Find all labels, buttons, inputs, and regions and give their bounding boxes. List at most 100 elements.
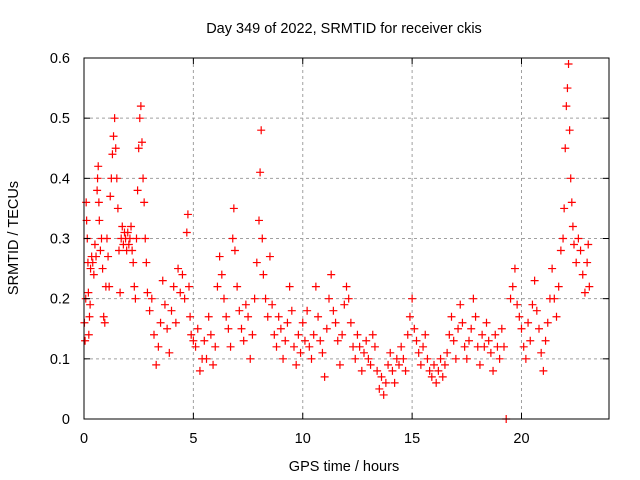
x-tick-label: 5 <box>189 431 197 447</box>
data-point <box>384 360 393 369</box>
y-tick-label: 0.4 <box>50 171 70 187</box>
data-point <box>292 360 301 369</box>
data-point <box>272 342 281 351</box>
data-point <box>556 246 565 255</box>
data-point <box>552 312 561 321</box>
data-point <box>510 264 519 273</box>
data-point <box>115 246 123 255</box>
data-point <box>430 360 438 369</box>
data-point <box>200 336 209 345</box>
data-point <box>526 336 535 345</box>
data-point <box>565 126 574 135</box>
data-point <box>395 360 403 369</box>
data-point <box>447 312 456 321</box>
data-point <box>142 258 151 267</box>
data-point <box>478 330 487 339</box>
data-point <box>368 330 377 339</box>
data-point <box>410 324 419 333</box>
data-point <box>285 282 294 291</box>
data-point <box>530 276 539 285</box>
data-point <box>425 366 434 375</box>
data-point <box>226 342 235 351</box>
data-point <box>110 114 119 123</box>
data-point <box>434 366 443 375</box>
chart-title: Day 349 of 2022, SRMTID for receiver cki… <box>206 21 482 37</box>
data-point <box>513 300 522 309</box>
data-point <box>86 264 95 273</box>
data-point <box>497 324 506 333</box>
data-point <box>524 318 533 327</box>
data-point <box>89 270 98 279</box>
data-point <box>362 336 371 345</box>
data-point <box>244 312 253 321</box>
data-point <box>550 294 559 303</box>
data-point <box>307 354 316 363</box>
data-point <box>462 354 471 363</box>
data-point <box>215 252 224 261</box>
data-point <box>296 348 305 357</box>
data-point <box>85 312 94 321</box>
data-point <box>568 222 577 231</box>
data-point <box>340 300 349 309</box>
data-point <box>460 342 469 351</box>
data-point <box>351 354 360 363</box>
x-axis-ticks: 0 5 10 15 20 <box>80 58 530 447</box>
data-point <box>252 258 261 267</box>
data-point <box>92 252 101 261</box>
data-point <box>102 234 111 243</box>
data-point <box>564 60 573 69</box>
data-point <box>281 336 290 345</box>
data-point <box>480 342 489 351</box>
data-point <box>300 336 309 345</box>
data-point <box>111 144 120 153</box>
data-point <box>237 324 246 333</box>
data-point <box>467 324 476 333</box>
data-point <box>554 282 563 291</box>
y-tick-label: 0.6 <box>50 51 70 67</box>
data-point <box>140 198 149 207</box>
data-point <box>563 84 572 93</box>
x-tick-label: 10 <box>295 431 311 447</box>
data-point <box>229 204 238 213</box>
data-point <box>90 240 99 249</box>
data-point <box>305 342 314 351</box>
data-point <box>241 300 250 309</box>
data-point <box>491 330 500 339</box>
data-point <box>388 366 397 375</box>
data-point <box>261 294 270 303</box>
data-point <box>370 342 379 351</box>
data-point <box>154 342 163 351</box>
data-point <box>186 312 195 321</box>
data-point <box>458 318 467 327</box>
data-point <box>174 264 183 273</box>
data-point <box>143 288 152 297</box>
data-point <box>220 294 228 303</box>
data-point <box>322 324 331 333</box>
data-point <box>235 306 244 315</box>
data-point <box>82 198 91 207</box>
data-point <box>475 360 484 369</box>
data-point <box>113 204 122 213</box>
data-point <box>193 324 202 333</box>
data-point <box>580 288 589 297</box>
data-point <box>436 354 445 363</box>
data-point <box>283 318 292 327</box>
data-point <box>574 234 583 243</box>
data-point <box>105 282 114 291</box>
data-point <box>584 240 593 249</box>
data-point <box>145 306 154 315</box>
data-point <box>191 342 200 351</box>
data-point <box>156 318 165 327</box>
data-point <box>508 282 517 291</box>
data-point <box>344 294 353 303</box>
data-point <box>353 330 362 339</box>
data-point <box>124 240 133 249</box>
data-point <box>176 288 185 297</box>
data-point <box>270 330 279 339</box>
y-tick-label: 0.3 <box>50 232 70 248</box>
data-point <box>500 342 508 351</box>
data-point <box>443 348 452 357</box>
data-point <box>585 282 594 291</box>
data-point <box>189 336 198 345</box>
data-point <box>128 246 137 255</box>
